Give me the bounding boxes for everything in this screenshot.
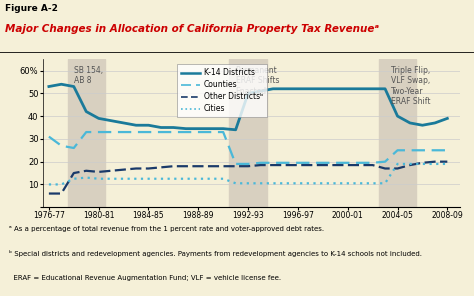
- Text: Triple Flip,
VLF Swap,
Two-Year
ERAF Shift: Triple Flip, VLF Swap, Two-Year ERAF Shi…: [392, 66, 431, 106]
- Text: SB 154,
AB 8: SB 154, AB 8: [74, 66, 103, 86]
- Bar: [68, 59, 105, 207]
- Text: ERAF = Educational Revenue Augmentation Fund; VLF = vehicle license fee.: ERAF = Educational Revenue Augmentation …: [9, 275, 282, 281]
- Legend: K-14 Districts, Counties, Other Districtsᵇ, Cities: K-14 Districts, Counties, Other District…: [177, 65, 267, 117]
- Text: Figure A-2: Figure A-2: [5, 4, 58, 13]
- Text: Major Changes in Allocation of California Property Tax Revenueᵃ: Major Changes in Allocation of Californi…: [5, 24, 379, 34]
- Bar: [379, 59, 416, 207]
- Text: ᵃ As a percentage of total revenue from the 1 percent rate and voter-approved de: ᵃ As a percentage of total revenue from …: [9, 226, 325, 231]
- Bar: [229, 59, 267, 207]
- Text: ᵇ Special districts and redevelopment agencies. Payments from redevelopment agen: ᵇ Special districts and redevelopment ag…: [9, 250, 422, 258]
- Text: Permanent
ERAF Shifts
Enacted: Permanent ERAF Shifts Enacted: [236, 66, 279, 96]
